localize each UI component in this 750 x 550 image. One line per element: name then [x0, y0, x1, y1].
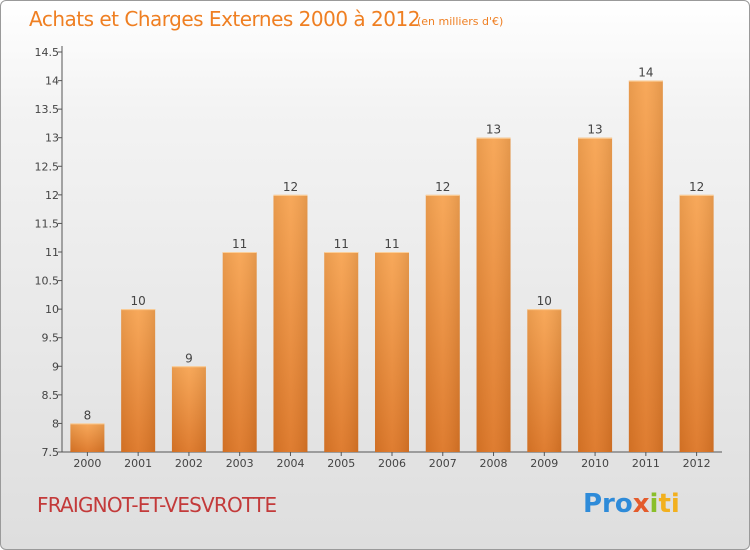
data-label: 12: [283, 180, 298, 194]
x-tick-label: 2004: [276, 457, 304, 470]
data-label: 13: [486, 123, 501, 137]
y-tick-label: 11: [45, 246, 59, 259]
bar-shade: [324, 252, 359, 452]
bar-shade: [527, 309, 562, 452]
bar-shade: [273, 194, 308, 452]
data-label: 11: [334, 237, 349, 251]
y-tick-label: 9.5: [42, 332, 60, 345]
data-label: 8: [84, 408, 92, 422]
commune-name: FRAIGNOT-ET-VESVROTTE: [37, 493, 277, 517]
x-tick-label: 2009: [530, 457, 558, 470]
data-label: 9: [185, 351, 193, 365]
data-label: 12: [689, 180, 704, 194]
y-tick-label: 10: [45, 303, 59, 316]
data-label: 13: [587, 123, 602, 137]
axes: 7.5 8 8.5 9 9.5 10 10.5 11 11.5 12 12.5 13 13.5 14 14.…: [35, 46, 722, 470]
x-tick-label: 2010: [581, 457, 609, 470]
logo-part-1: Pro: [583, 489, 633, 519]
data-label: 10: [131, 294, 146, 308]
logo-part-3: i: [649, 489, 659, 519]
chart-title: Achats et Charges Externes 2000 à 2012: [29, 7, 420, 31]
y-tick-label: 8: [52, 417, 59, 430]
x-tick-label: 2002: [175, 457, 203, 470]
logo-part-2: x: [632, 489, 650, 519]
data-label: 12: [435, 180, 450, 194]
bar-shade: [222, 252, 257, 452]
bar-shade: [476, 137, 511, 452]
bar-shade: [679, 194, 714, 452]
data-label: 11: [384, 237, 399, 251]
y-tick-label: 9: [52, 360, 59, 373]
chart-unit: (en milliers d'€): [417, 15, 504, 28]
data-label: 11: [232, 237, 247, 251]
y-tick-label: 12: [45, 189, 59, 202]
bar-shade: [121, 309, 156, 452]
y-tick-label: 14: [45, 75, 59, 88]
x-tick-label: 2000: [73, 457, 101, 470]
x-tick-label: 2005: [327, 457, 355, 470]
x-tick-label: 2006: [378, 457, 406, 470]
y-tick-label: 12.5: [35, 160, 60, 173]
y-tick-label: 8.5: [42, 389, 60, 402]
bar-shade: [425, 194, 460, 452]
bar-shade: [628, 80, 663, 453]
bar-shade: [70, 423, 105, 452]
y-tick-label: 13.5: [35, 103, 60, 116]
y-tick-label: 7.5: [42, 446, 60, 459]
y-tick-label: 14.5: [35, 46, 60, 59]
x-tick-label: 2007: [429, 457, 457, 470]
x-tick-label: 2011: [632, 457, 660, 470]
y-tick-label: 13: [45, 132, 59, 145]
data-label: 14: [638, 66, 653, 80]
x-tick-label: 2012: [683, 457, 711, 470]
data-label: 10: [537, 294, 552, 308]
x-tick-label: 2001: [124, 457, 152, 470]
x-tick-label: 2008: [480, 457, 508, 470]
proxiti-logo: Proxiti: [583, 489, 680, 519]
bar-shade: [171, 366, 206, 452]
bar-shade: [375, 252, 409, 452]
y-tick-label: 10.5: [35, 275, 60, 288]
y-tick-label: 11.5: [35, 217, 60, 230]
bar-shade: [578, 137, 613, 452]
x-tick-label: 2003: [226, 457, 254, 470]
logo-part-4: ti: [658, 489, 680, 519]
bars: 8 10 9 11 12 11 11 12 13 10 13 14 12: [70, 66, 714, 453]
